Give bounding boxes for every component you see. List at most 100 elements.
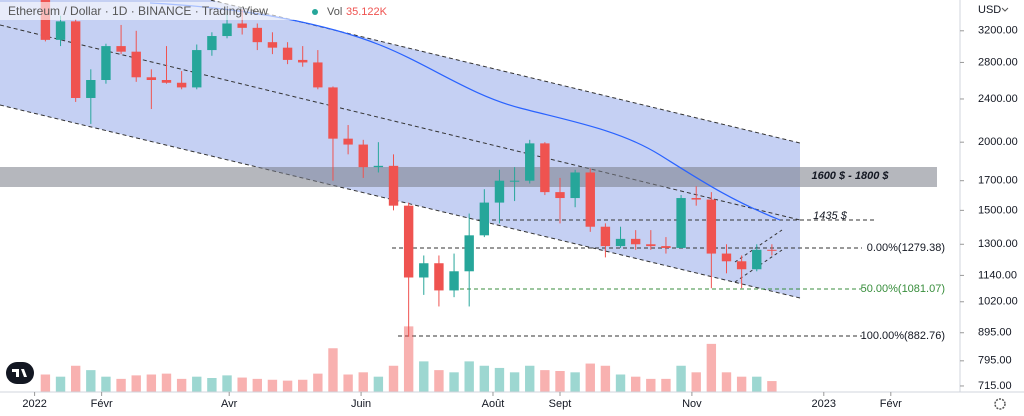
candle-body — [736, 261, 747, 270]
candle-body — [403, 205, 414, 278]
chart-title: Ethereum / Dollar · 1D · BINANCE · Tradi… — [8, 4, 268, 18]
x-tick-label: Févr — [880, 398, 902, 410]
y-tick-label: 2000.00 — [978, 136, 1018, 148]
candle-body — [101, 46, 111, 81]
volume-bar — [661, 378, 671, 392]
settings-icon[interactable] — [994, 398, 1006, 410]
candle-body — [721, 253, 732, 262]
status-dot — [312, 9, 318, 15]
candle-body — [176, 82, 187, 88]
volume-bar — [131, 375, 141, 392]
candle-body — [252, 27, 262, 43]
volume-bar — [146, 374, 157, 392]
candle-body — [207, 36, 217, 51]
volume-bar — [116, 378, 126, 392]
volume-bar — [55, 376, 66, 392]
fib-label: 100.00%(882.76) — [861, 330, 945, 342]
volume-bar — [373, 376, 384, 392]
candle-body — [267, 42, 278, 48]
volume-bar — [222, 375, 232, 392]
candle-body — [343, 138, 353, 145]
candle-body — [237, 23, 247, 28]
candle-body — [646, 244, 656, 247]
volume-bar — [479, 365, 490, 392]
candle-body — [373, 165, 384, 168]
y-tick-label: 1020.00 — [978, 296, 1018, 308]
volume-bar — [691, 372, 701, 392]
y-tick-label: 3200.00 — [978, 25, 1018, 37]
volume-bar — [449, 372, 459, 392]
y-tick-label: 1300.00 — [978, 238, 1018, 250]
zone-label: 1600 $ - 1800 $ — [811, 170, 889, 182]
volume-bar — [464, 361, 474, 392]
y-tick-label: 1700.00 — [978, 175, 1018, 187]
y-tick-label: 2400.00 — [978, 93, 1018, 105]
candle-body — [630, 238, 641, 245]
volume-bar — [207, 378, 217, 392]
volume-bar — [267, 379, 278, 392]
volume-bar — [86, 370, 96, 392]
x-tick-label: Sept — [549, 398, 572, 410]
x-tick-label: 2023 — [812, 398, 836, 410]
volume-bar — [358, 372, 368, 392]
volume-bar — [192, 376, 202, 392]
candle-body — [313, 62, 323, 88]
candle-body — [600, 226, 611, 247]
x-tick-label: Avr — [221, 398, 238, 410]
logo-mark — [12, 369, 27, 377]
candle-body — [464, 235, 474, 272]
candle-body — [555, 192, 565, 199]
volume-bar — [630, 376, 641, 392]
y-tick-label: 2800.00 — [978, 56, 1018, 68]
candle-body — [192, 50, 202, 88]
volume-bar — [585, 363, 595, 392]
y-tick-label: 1140.00 — [978, 269, 1017, 281]
volume-bar — [509, 372, 520, 392]
volume-bar — [525, 365, 535, 392]
volume-bar — [282, 380, 293, 392]
candle-body — [328, 87, 338, 139]
candle-body — [525, 143, 535, 181]
volume-bar — [767, 381, 777, 392]
volume-bar — [540, 370, 550, 392]
legend-bg — [0, 2, 350, 20]
volume-bar — [237, 377, 247, 392]
volume-bar — [555, 371, 565, 392]
volume-bar — [721, 372, 732, 392]
candle-body — [116, 46, 126, 52]
volume-bar — [176, 378, 187, 392]
candle-body — [222, 23, 232, 37]
candle-body — [494, 180, 505, 203]
candle-body — [131, 51, 141, 78]
x-tick-label: Août — [482, 398, 505, 410]
candle-body — [282, 47, 293, 60]
candle-body — [767, 249, 777, 251]
volume-bar — [388, 365, 399, 392]
candle-body — [298, 59, 308, 63]
volume-bar — [70, 365, 81, 392]
volume-bar — [706, 343, 717, 392]
volume-bar — [419, 361, 429, 392]
currency-label: USD — [978, 4, 1001, 16]
volume-bar — [736, 376, 747, 392]
candle-body — [161, 80, 172, 83]
dropdown-icon[interactable] — [1001, 7, 1009, 12]
volume-bar — [676, 365, 686, 392]
volume-bar — [752, 376, 762, 392]
candle-body — [706, 199, 717, 254]
candle-body — [691, 198, 701, 200]
volume-bar — [494, 367, 505, 392]
y-tick-label: 715.00 — [978, 380, 1012, 392]
volume-bar — [328, 348, 338, 392]
volume-bar — [615, 374, 626, 392]
y-tick-label: 895.00 — [978, 327, 1012, 339]
fib-label: 50.00%(1081.07) — [861, 283, 945, 295]
y-tick-label: 1500.00 — [978, 204, 1018, 216]
candle-body — [86, 80, 96, 98]
volume-bar — [40, 374, 51, 392]
y-tick-label: 795.00 — [978, 355, 1012, 367]
x-tick-label: 2022 — [22, 398, 46, 410]
x-tick-label: Févr — [91, 398, 113, 410]
volume-bar — [646, 378, 656, 392]
